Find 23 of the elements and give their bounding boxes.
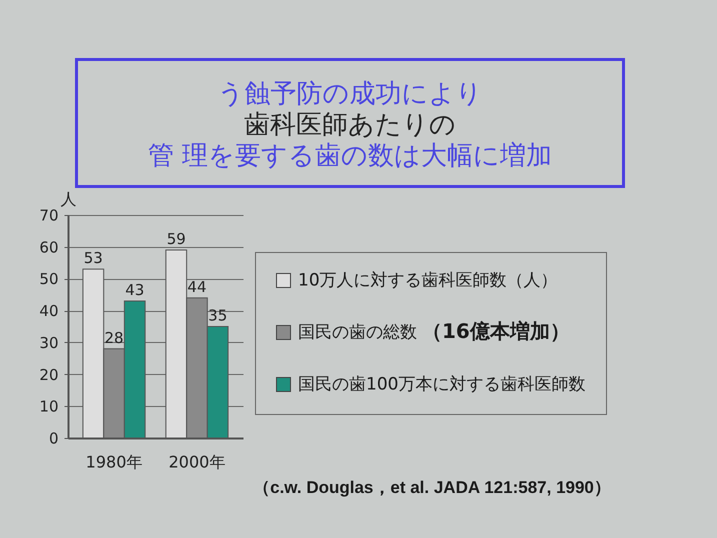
data-label: 43: [125, 281, 144, 300]
data-label: 35: [208, 306, 228, 324]
y-tick-label: 40: [39, 302, 58, 320]
text: （16億本増加）: [422, 319, 570, 343]
text: （c.w. Douglas，et al. JADA 121:587, 1990）: [253, 478, 611, 497]
data-label: 44: [187, 278, 207, 296]
y-tick-label: 70: [39, 206, 58, 224]
y-tick-label: 20: [39, 366, 58, 384]
legend-label: 10万人に対する歯科医師数（人）: [298, 270, 558, 290]
text: う蝕予防の成功により歯科医師あたりの管 理を要する歯の数は大幅に増加: [146, 79, 554, 172]
y-tick-label: 10: [39, 398, 58, 416]
data-label: 59: [166, 230, 186, 248]
y-tick-label: 30: [39, 334, 58, 352]
x-tick-label: 2000年: [168, 452, 226, 472]
legend-label: 国民の歯の総数: [298, 322, 417, 342]
y-tick-label: 60: [39, 238, 58, 256]
x-tick-label: 1980年: [86, 452, 142, 472]
y-axis-title: 人: [60, 190, 76, 208]
y-tick-label: 50: [39, 270, 58, 288]
data-label: 28: [104, 328, 124, 347]
y-tick-label: 0: [48, 430, 58, 448]
data-label: 53: [84, 249, 103, 268]
legend-label: 国民の歯100万本に対する歯科医師数: [298, 374, 586, 394]
